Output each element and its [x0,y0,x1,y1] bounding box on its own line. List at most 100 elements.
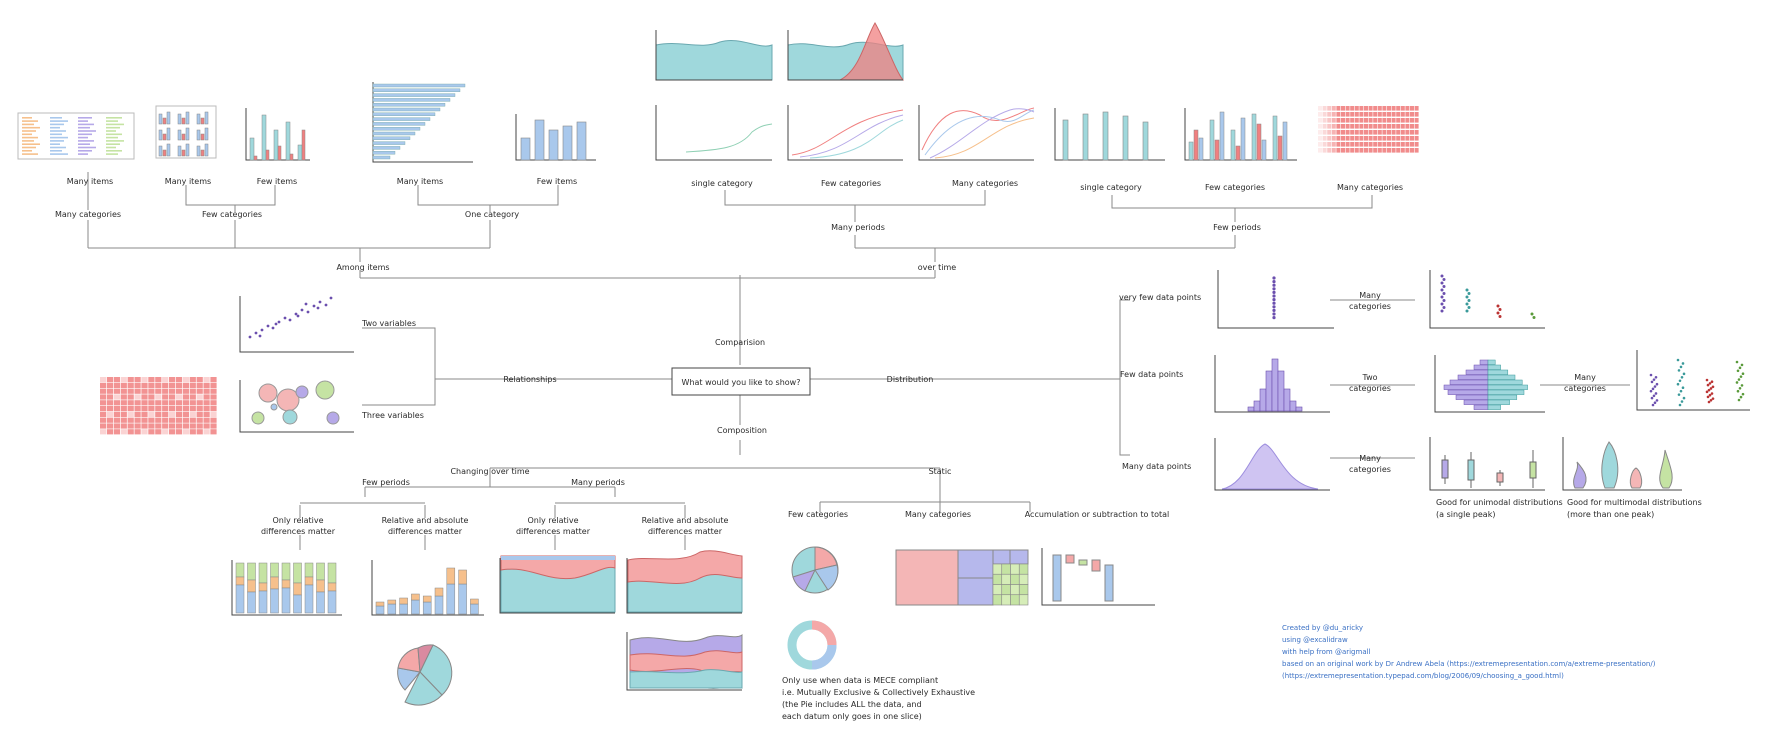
heat-cell [169,423,176,429]
swarm-point [1655,399,1659,402]
heat-cell [182,411,189,417]
label-comp-many-periods: Many periods [571,478,625,487]
heat-cell [169,388,176,394]
treemap-cell [1010,584,1020,596]
label-static-many-categories: Many categories [905,510,971,519]
heat-cell [127,394,134,400]
heat-cell [196,400,203,406]
heat-cell [1382,136,1387,141]
heat-cell [175,400,183,406]
heat-cell [141,423,148,429]
treemap-cell [992,573,1003,585]
strip-point [1272,294,1276,298]
heat-cell [155,406,162,412]
label-two-variables: Two variables [361,319,416,328]
swarm-point [1676,382,1680,386]
heat-cell [1387,106,1391,111]
column-bar [1082,113,1089,161]
stack-seg [258,582,268,592]
scatter-point [306,310,310,314]
heat-cell [1391,112,1396,117]
thumb-pie [791,546,839,594]
treemap-cell [1018,563,1029,575]
heat-cell [1387,142,1391,147]
hist-bin [1289,400,1297,412]
pyramid-bar-right [1487,399,1510,405]
mece-note-1: Only use when data is MECE compliant [782,676,938,685]
stack-seg [327,590,337,614]
heat-cell [127,417,134,423]
credits: Created by @du_aricky using @excalidraw … [1282,624,1656,680]
heat-cell [1336,130,1341,135]
hbar [372,117,431,121]
mini-bar [196,113,201,125]
pyramid-bar-right [1487,389,1525,395]
heat-cell [1331,118,1336,123]
swarm-point [1652,394,1656,398]
heat-cell [1368,112,1373,117]
heat-cell [1354,136,1359,141]
mini-bar [177,113,182,125]
heat-cell [1368,130,1373,135]
heat-cell [134,423,141,429]
hbar [372,107,441,112]
treemap-cell [1001,573,1011,585]
hbar [372,150,396,155]
mini-bar [196,145,201,157]
stack-seg [304,562,314,578]
heat-cell [1396,148,1401,153]
heat-cell [1391,136,1396,141]
pyramid-bar-right [1487,364,1501,370]
hbar [372,136,411,140]
heat-cell [148,382,155,388]
strip-point [1442,299,1446,302]
mini-bar [204,127,209,141]
label-few-periods: Few periods [1213,223,1261,232]
heat-cell [1396,112,1401,117]
heat-cell [189,394,196,400]
scatter-point [294,312,298,316]
stack-seg [375,605,385,615]
heat-cell [1414,142,1419,147]
heat-cell [148,394,155,400]
hist-bin [1295,406,1303,412]
heat-cell [1350,130,1355,135]
table-cell-bar [50,146,66,149]
heat-cell [1359,148,1364,153]
treemap-cell [1010,594,1020,606]
swarm-point [1709,399,1713,402]
heat-cell [1382,124,1387,129]
heat-cell [155,394,162,400]
stack-seg [281,587,291,614]
strip-point [1272,283,1276,287]
heat-cell [1354,130,1359,135]
heat-cell [1400,148,1405,153]
swarm-point [1706,383,1710,387]
table-cell-bar [106,136,118,139]
label-static-few-categories: Few categories [788,510,848,519]
heat-cell [100,400,107,406]
thumb-scatter [239,296,354,353]
table-cell-bar [106,130,116,132]
table-cell-bar [22,120,38,122]
pyramid-bar-left [1463,399,1489,405]
table-cell-bar [50,136,68,139]
heat-cell [169,406,176,412]
heat-cell [113,423,120,429]
column-bar [1062,119,1069,161]
heat-cell [203,417,210,423]
heat-cell [127,388,134,394]
group-bar [265,149,270,161]
swarm-point [1677,393,1681,396]
heat-cell [1414,136,1419,141]
heat-cell [203,377,210,383]
box-body [1496,472,1504,483]
group-bar [1230,129,1236,161]
heat-cell [113,411,120,417]
heat-cell [1354,112,1359,117]
heat-cell [127,423,134,429]
swarm-point [1679,365,1683,369]
thumb-stream-graph [626,632,743,691]
label-multimodal-1: Good for multimodal distributions [1567,498,1702,507]
heat-cell [162,417,169,423]
